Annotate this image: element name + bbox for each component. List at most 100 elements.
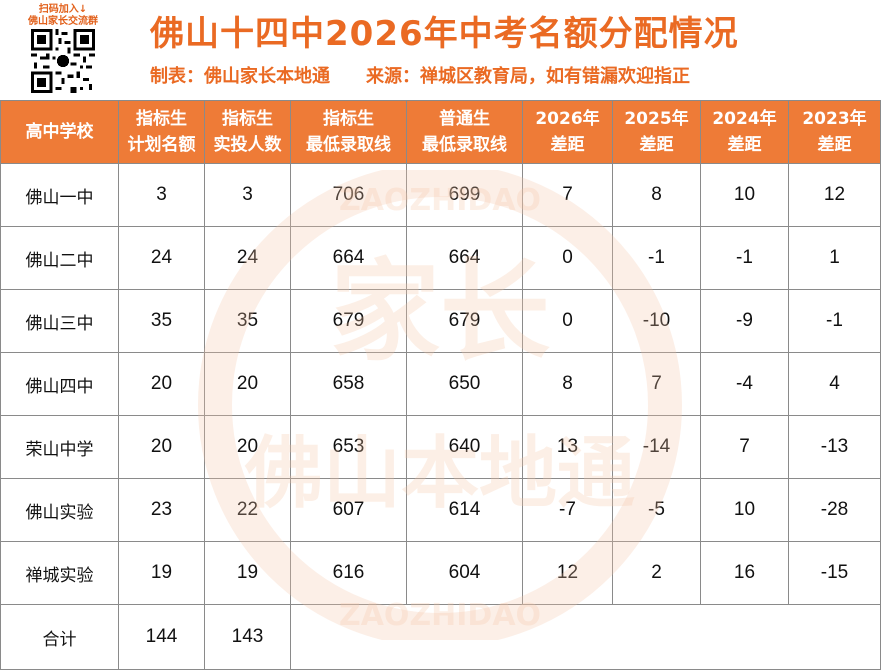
column-header-line: 2024年 xyxy=(712,109,777,129)
page-title: 佛山十四中2026年中考名额分配情况 xyxy=(150,14,739,54)
value-cell: -1 xyxy=(700,226,789,290)
value-cell: 13 xyxy=(522,415,613,479)
value-cell: 8 xyxy=(522,352,613,416)
total-label-cell: 合计 xyxy=(0,604,119,670)
value-cell: 16 xyxy=(700,541,789,605)
column-header-line: 差距 xyxy=(817,135,852,155)
value-cell: 3 xyxy=(118,163,205,227)
value-cell: -13 xyxy=(788,415,881,479)
column-header: 指标生 实投人数 xyxy=(204,100,291,164)
value-cell: 23 xyxy=(118,478,205,542)
value-cell: 20 xyxy=(204,415,291,479)
column-header-line: 最低录取线 xyxy=(422,135,507,155)
value-cell: 679 xyxy=(406,289,523,353)
school-name-cell: 佛山一中 xyxy=(0,163,119,227)
value-cell: 614 xyxy=(406,478,523,542)
school-name-cell: 佛山实验 xyxy=(0,478,119,542)
column-header: 高中学校 xyxy=(0,100,119,164)
value-cell: 24 xyxy=(118,226,205,290)
value-cell: -28 xyxy=(788,478,881,542)
table-body: 佛山一中 3 3 706 699 7 8 10 12 佛山二中 24 24 664 664 0 -1 -1 1 佛山… xyxy=(0,163,881,670)
school-name-cell: 荣山中学 xyxy=(0,415,119,479)
value-cell: 3 xyxy=(204,163,291,227)
value-cell: 10 xyxy=(700,163,789,227)
value-cell: 8 xyxy=(612,163,701,227)
column-header: 2024年差距 xyxy=(700,100,789,164)
value-cell: -4 xyxy=(700,352,789,416)
total-value-cell: 144 xyxy=(118,604,205,670)
school-name-cell: 佛山四中 xyxy=(0,352,119,416)
table-row: 佛山四中 20 20 658 650 8 7 -4 4 xyxy=(0,352,881,416)
value-cell: 4 xyxy=(788,352,881,416)
column-header-line: 计划名额 xyxy=(127,135,196,155)
column-header-line: 差距 xyxy=(639,135,674,155)
value-cell: 35 xyxy=(204,289,291,353)
column-header: 2026年差距 xyxy=(522,100,613,164)
value-cell: 0 xyxy=(522,289,613,353)
table-row: 荣山中学 20 20 653 640 13 -14 7 -13 xyxy=(0,415,881,479)
value-cell: 20 xyxy=(204,352,291,416)
value-cell: 24 xyxy=(204,226,291,290)
school-name-cell: 佛山二中 xyxy=(0,226,119,290)
column-header-line: 高中学校 xyxy=(25,122,94,142)
column-header: 2025年差距 xyxy=(612,100,701,164)
table-row: 禅城实验 19 19 616 604 12 2 16 -15 xyxy=(0,541,881,605)
column-header-line: 差距 xyxy=(550,135,585,155)
value-cell: 19 xyxy=(118,541,205,605)
value-cell: 679 xyxy=(290,289,407,353)
value-cell: 20 xyxy=(118,352,205,416)
table-row: 佛山实验 23 22 607 614 -7 -5 10 -28 xyxy=(0,478,881,542)
column-header-line: 指标生 xyxy=(222,109,273,129)
table-header: 高中学校 指标生 计划名额 指标生 实投人数 指标生 最低录取线 普通生 最低录取线 2026年差… xyxy=(0,100,881,164)
value-cell: -10 xyxy=(612,289,701,353)
value-cell: -5 xyxy=(612,478,701,542)
value-cell: 658 xyxy=(290,352,407,416)
total-row: 合计 144 143 xyxy=(0,604,881,670)
column-header-line: 实投人数 xyxy=(213,135,282,155)
value-cell: 604 xyxy=(406,541,523,605)
value-cell: 12 xyxy=(522,541,613,605)
column-header-line: 普通生 xyxy=(439,109,490,129)
header: 扫码加入↓ 佛山家长交流群 佛山十四中2026年中考名额分配情况 xyxy=(0,0,884,100)
value-cell: 19 xyxy=(204,541,291,605)
qr-caption-line2: 佛山家长交流群 xyxy=(28,16,98,27)
column-header: 2023年差距 xyxy=(788,100,881,164)
value-cell: 2 xyxy=(612,541,701,605)
value-cell: -9 xyxy=(700,289,789,353)
value-cell: 7 xyxy=(700,415,789,479)
value-cell: -1 xyxy=(788,289,881,353)
column-header: 普通生 最低录取线 xyxy=(406,100,523,164)
value-cell: 616 xyxy=(290,541,407,605)
value-cell: 7 xyxy=(612,352,701,416)
qr-caption-line1: 扫码加入↓ xyxy=(38,4,88,15)
school-name-cell: 佛山三中 xyxy=(0,289,119,353)
column-header-line: 差距 xyxy=(727,135,762,155)
column-header-line: 2026年 xyxy=(535,109,600,129)
value-cell: 22 xyxy=(204,478,291,542)
value-cell: -14 xyxy=(612,415,701,479)
school-name-cell: 禅城实验 xyxy=(0,541,119,605)
column-header: 指标生 计划名额 xyxy=(118,100,205,164)
value-cell: -7 xyxy=(522,478,613,542)
table-row: 佛山二中 24 24 664 664 0 -1 -1 1 xyxy=(0,226,881,290)
column-header: 指标生 最低录取线 xyxy=(290,100,407,164)
total-empty-cell xyxy=(290,604,881,670)
value-cell: 0 xyxy=(522,226,613,290)
value-cell: 20 xyxy=(118,415,205,479)
value-cell: 12 xyxy=(788,163,881,227)
column-header-line: 2023年 xyxy=(802,109,867,129)
total-value-cell: 143 xyxy=(204,604,291,670)
header-row: 高中学校 指标生 计划名额 指标生 实投人数 指标生 最低录取线 普通生 最低录取线 2026年差… xyxy=(0,100,881,164)
qr-code-block[interactable]: 扫码加入↓ 佛山家长交流群 xyxy=(20,4,106,96)
table-maker: 制表：佛山家长本地通 xyxy=(150,66,330,87)
value-cell: 706 xyxy=(290,163,407,227)
column-header-line: 指标生 xyxy=(323,109,374,129)
table-row: 佛山三中 35 35 679 679 0 -10 -9 -1 xyxy=(0,289,881,353)
value-cell: 35 xyxy=(118,289,205,353)
value-cell: 650 xyxy=(406,352,523,416)
value-cell: 607 xyxy=(290,478,407,542)
allocation-table: 高中学校 指标生 计划名额 指标生 实投人数 指标生 最低录取线 普通生 最低录取线 2026年差… xyxy=(0,100,881,670)
value-cell: -1 xyxy=(612,226,701,290)
qr-code-icon[interactable] xyxy=(31,29,95,93)
column-header-line: 2025年 xyxy=(624,109,689,129)
